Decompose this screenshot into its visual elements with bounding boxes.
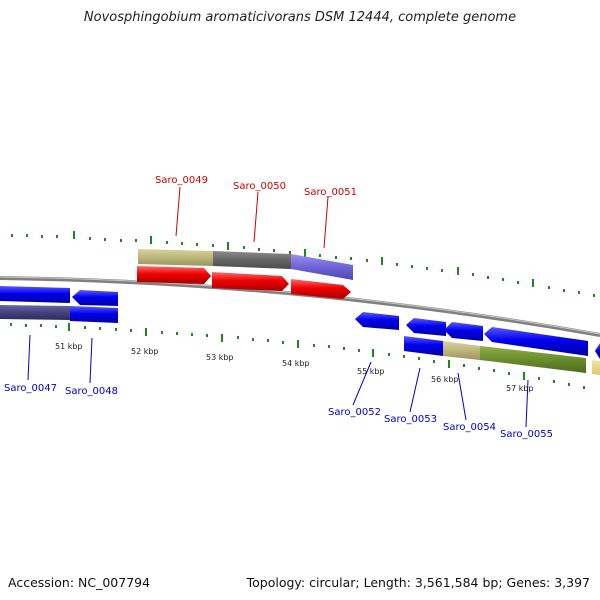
axis-label-54kbp: 54 kbp (282, 359, 310, 368)
gene-label-saro-0055[interactable]: Saro_0055 (500, 429, 553, 440)
bottom-gene-arrows (0, 286, 600, 359)
gene-label-saro-0054[interactable]: Saro_0054 (443, 422, 496, 433)
gene-arrow-saro-0048[interactable] (72, 290, 118, 306)
axis-label-56kbp: 56 kbp (431, 375, 459, 384)
gene-arrow-saro-0054[interactable] (444, 322, 483, 341)
gene-label-saro-0053[interactable]: Saro_0053 (384, 414, 437, 425)
axis-label-53kbp: 53 kbp (206, 353, 234, 362)
axis-label-52kbp: 52 kbp (131, 347, 159, 356)
axis-label-51kbp: 51 kbp (55, 342, 83, 351)
gene-arrow-saro-0050[interactable] (212, 272, 289, 291)
axis-label-55kbp: 55 kbp (357, 367, 385, 376)
topology-summary: Topology: circular; Length: 3,561,584 bp… (246, 575, 590, 590)
top-cog-track (138, 249, 353, 280)
gene-arrow-saro-0052[interactable] (355, 312, 399, 330)
accession-text: Accession: NC_007794 (8, 575, 151, 590)
upper-tick-marks (11, 231, 595, 297)
gene-label-saro-0047[interactable]: Saro_0047 (4, 383, 57, 394)
gene-arrow-saro-0053[interactable] (406, 318, 446, 336)
gene-arrow-saro-0049[interactable] (137, 266, 211, 284)
gene-arrow-saro-0055[interactable] (484, 327, 588, 356)
bottom-cog-track (0, 305, 600, 375)
gene-label-saro-0052[interactable]: Saro_0052 (328, 407, 381, 418)
gene-label-saro-0051[interactable]: Saro_0051 (304, 187, 357, 198)
gene-label-saro-0049[interactable]: Saro_0049 (155, 175, 208, 186)
gene-arrow-saro-0047[interactable] (0, 286, 70, 303)
gene-label-saro-0050[interactable]: Saro_0050 (233, 181, 286, 192)
top-gene-labels: Saro_0049 Saro_0050 Saro_0051 (155, 175, 357, 249)
top-gene-arrows (137, 266, 351, 299)
genome-title: Novosphingobium aromaticivorans DSM 1244… (83, 10, 517, 25)
bottom-gene-labels: Saro_0047 Saro_0048 Saro_0052 Saro_0053 … (4, 334, 553, 440)
axis-label-57kbp: 57 kbp (506, 384, 534, 393)
gene-arrow-edge[interactable] (595, 343, 600, 359)
gene-arrow-saro-0051[interactable] (291, 279, 351, 299)
gene-label-saro-0048[interactable]: Saro_0048 (65, 386, 118, 397)
lower-tick-marks (10, 323, 585, 389)
